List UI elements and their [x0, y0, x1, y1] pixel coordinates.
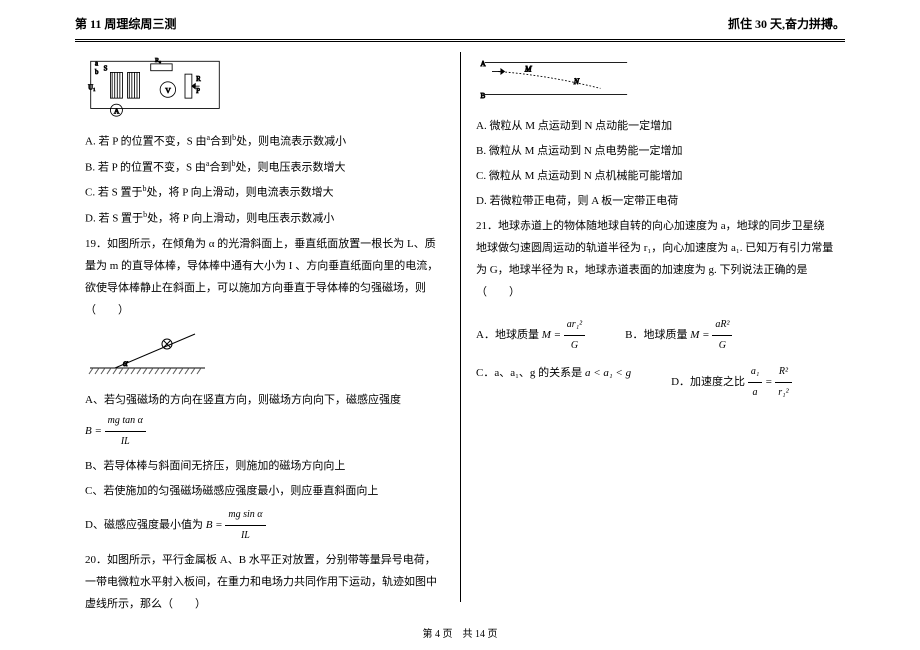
incline-diagram: α: [85, 326, 225, 376]
q20-option-a: A. 微粒从 M 点运动到 N 点动能一定增加: [476, 115, 835, 137]
option-d: D. 若 S 置于b处，将 P 向上滑动，则电压表示数减小: [85, 207, 445, 230]
two-column-layout: a b S R₀ V R P A U₁ A. 若 P 的位: [0, 42, 920, 602]
header-left: 第 11 周理综周三测: [75, 15, 176, 32]
svg-text:b: b: [95, 69, 99, 76]
question-20: 20．如图所示，平行金属板 A、B 水平正对放置，分别带等量异号电荷，一带电微粒…: [85, 549, 445, 615]
question-19: 19．如图所示，在倾角为 α 的光滑斜面上，垂直纸面放置一根长为 L、质量为 m…: [85, 233, 445, 321]
question-21: 21．地球赤道上的物体随地球自转的向心加速度为 a，地球的同步卫星绕地球做匀速圆…: [476, 215, 835, 303]
q21-option-d: D．加速度之比 a₁a = R²r₁²: [671, 362, 792, 403]
q21-row-ab: A．地球质量 M = ar₁²G B．地球质量 M = aR²G: [476, 315, 835, 356]
trajectory-diagram: A B M N: [476, 57, 636, 102]
header-right: 抓住 30 天,奋力拼搏。: [728, 15, 845, 32]
q19-option-b: B、若导体棒与斜面间无挤压，则施加的磁场方向向上: [85, 455, 445, 477]
svg-text:A: A: [480, 60, 486, 68]
svg-text:V: V: [165, 86, 171, 95]
svg-text:M: M: [524, 65, 533, 74]
svg-text:S: S: [104, 66, 108, 73]
q20-option-b: B. 微粒从 M 点运动到 N 点电势能一定增加: [476, 140, 835, 162]
q19-option-a: A、若匀强磁场的方向在竖直方向，则磁场方向向下，磁感应强度 B = mg tan…: [85, 389, 445, 452]
svg-text:N: N: [573, 77, 580, 86]
svg-text:α: α: [123, 358, 128, 368]
svg-text:A: A: [114, 107, 120, 116]
q21-option-b: B．地球质量 M = aR²G: [625, 315, 732, 356]
page-footer: 第 4 页 共 14 页: [0, 625, 920, 640]
q20-option-c: C. 微粒从 M 点运动到 N 点机械能可能增加: [476, 165, 835, 187]
svg-text:R: R: [196, 76, 201, 83]
q19-option-d: D、磁感应强度最小值为 B = mg sin αIL: [85, 505, 445, 546]
svg-text:R₀: R₀: [155, 58, 161, 64]
option-b: B. 若 P 的位置不变，S 由a合到b处，则电压表示数增大: [85, 156, 445, 179]
svg-text:a: a: [95, 61, 98, 68]
q20-option-d: D. 若微粒带正电荷，则 A 板一定带正电荷: [476, 190, 835, 212]
q21-option-c: C．a、a₁、g 的关系是 a < a₁ < g: [476, 362, 631, 403]
q21-option-a: A．地球质量 M = ar₁²G: [476, 315, 585, 356]
right-column: A B M N A. 微粒从 M 点运动到 N 点动能一定增加 B. 微粒从 M…: [460, 52, 845, 602]
svg-text:U₁: U₁: [88, 85, 95, 92]
q21-row-cd: C．a、a₁、g 的关系是 a < a₁ < g D．加速度之比 a₁a = R…: [476, 362, 835, 403]
option-a: A. 若 P 的位置不变，S 由a合到b处，则电流表示数减小: [85, 130, 445, 153]
circuit-diagram: a b S R₀ V R P A U₁: [85, 57, 225, 117]
page-header: 第 11 周理综周三测 抓住 30 天,奋力拼搏。: [0, 0, 920, 37]
option-c: C. 若 S 置于b处，将 P 向上滑动，则电流表示数增大: [85, 181, 445, 204]
left-column: a b S R₀ V R P A U₁ A. 若 P 的位: [75, 52, 460, 602]
svg-text:B: B: [480, 92, 485, 100]
svg-text:P: P: [196, 88, 200, 95]
q19-option-c: C、若使施加的匀强磁场磁感应强度最小，则应垂直斜面向上: [85, 480, 445, 502]
